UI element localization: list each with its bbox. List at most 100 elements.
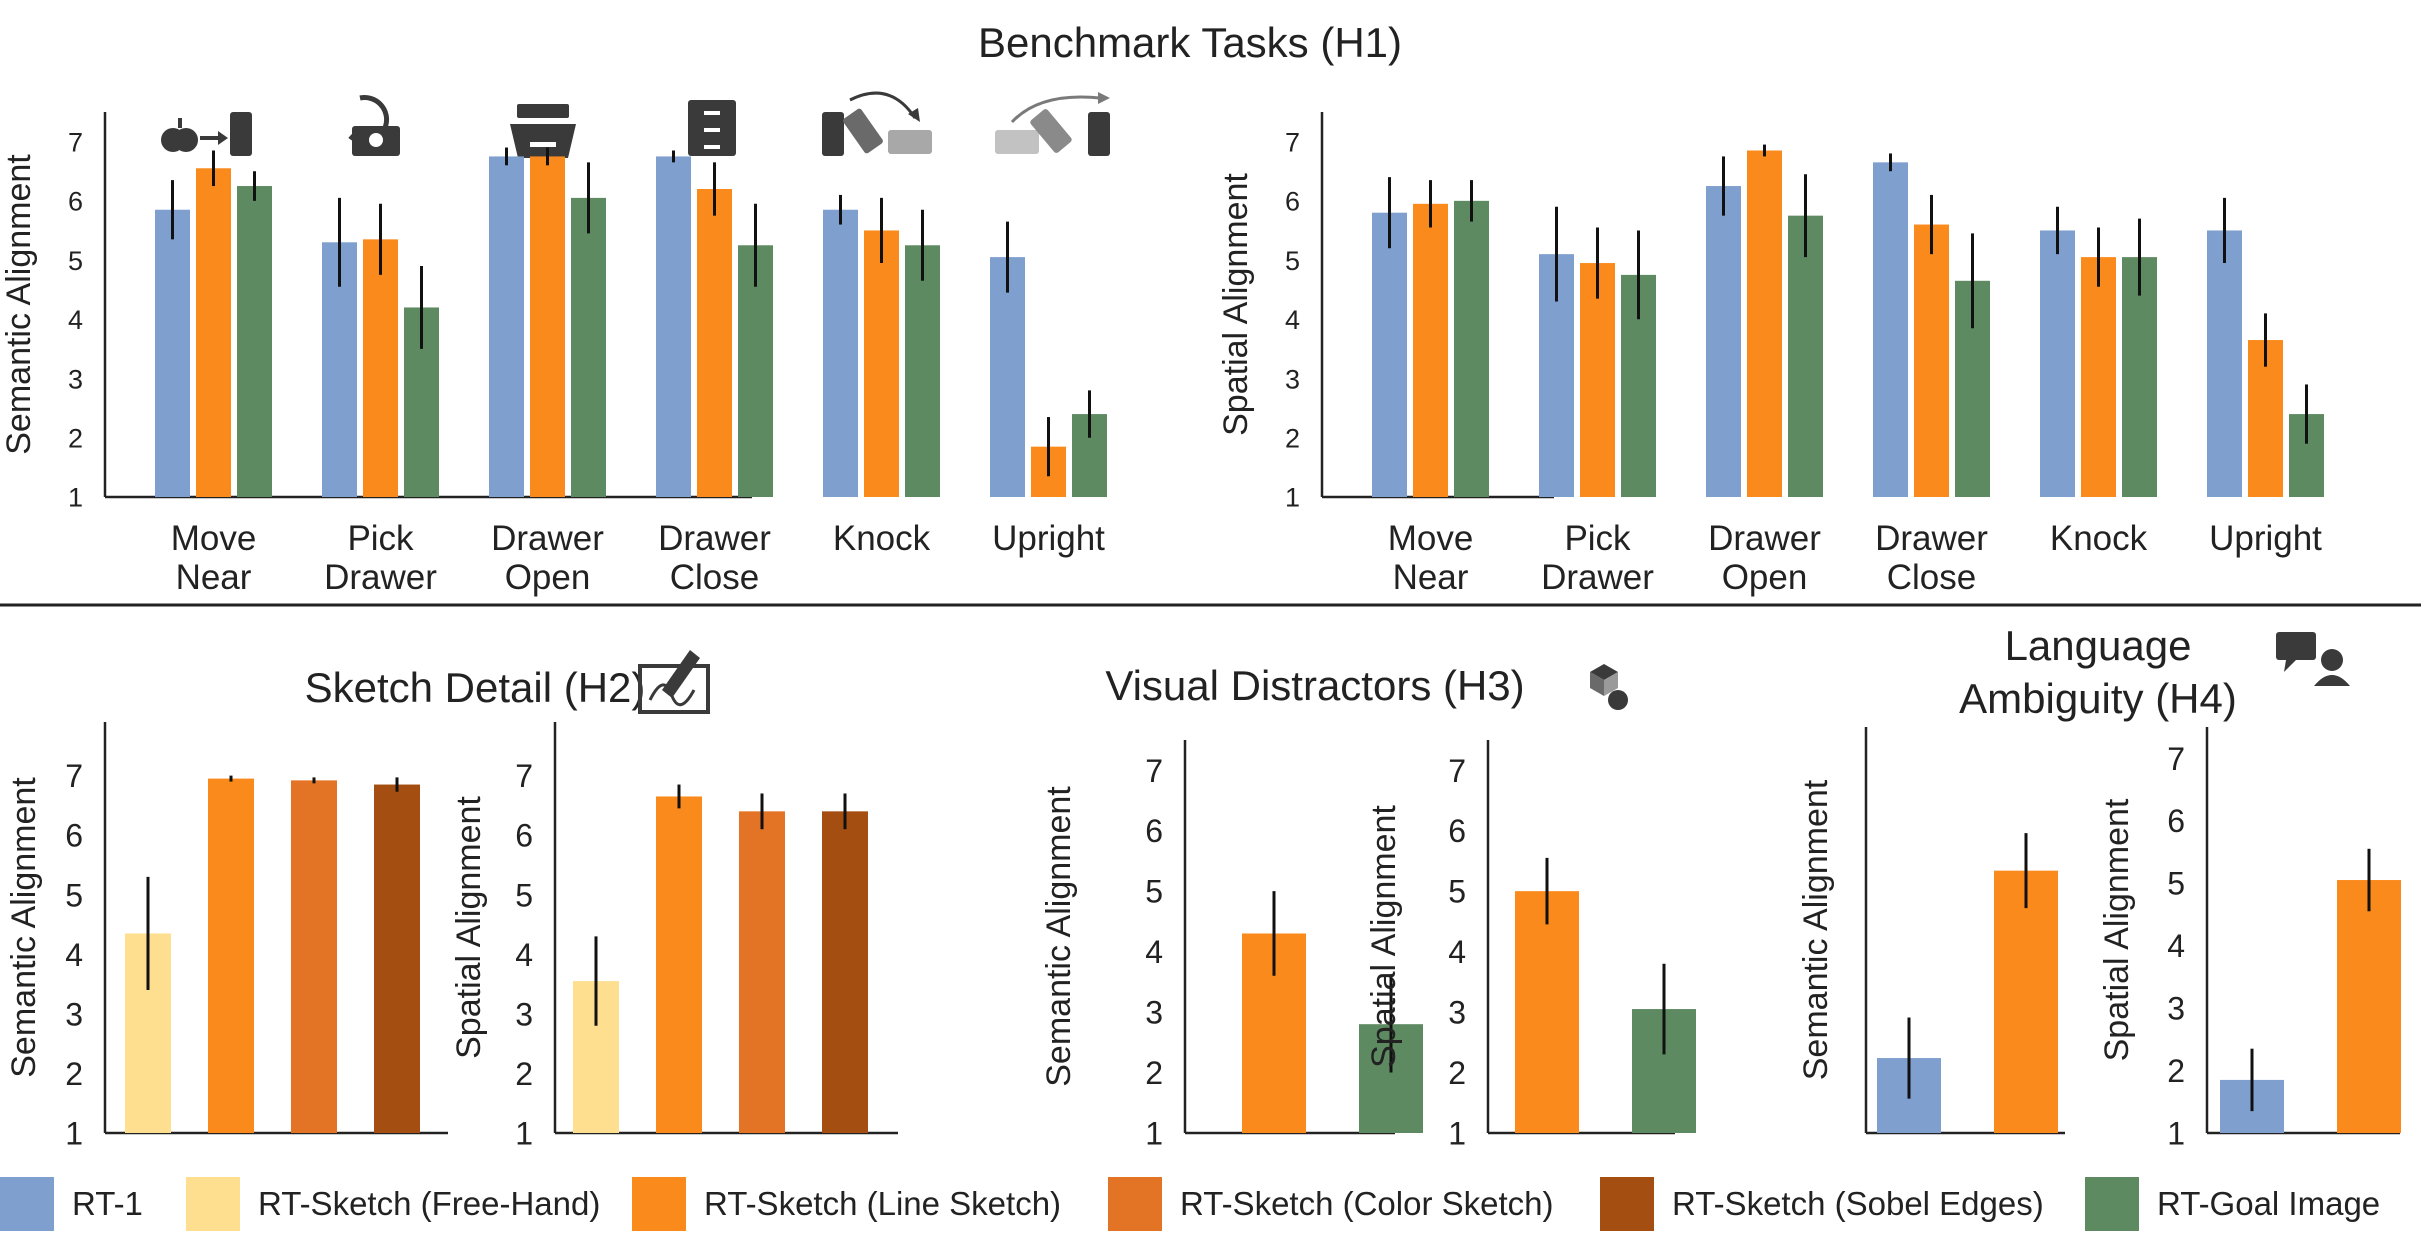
y-tick-label: 3 [1448,995,1466,1031]
y-tick-label: 3 [1145,995,1163,1031]
sketch-detail-title: Sketch Detail (H2) [305,664,646,711]
bar-goal [237,186,272,498]
y-axis-label: Semantic Alignment [0,154,38,455]
bar-rt1 [2040,230,2075,497]
language-ambiguity-title-line1: Language [2005,622,2192,669]
y-tick-label: 1 [65,1116,83,1152]
bar-rt1 [1372,212,1407,497]
legend-label-rt1: RT-1 [72,1185,143,1222]
bar-line [864,230,899,497]
bar-rt1 [990,257,1025,497]
y-tick-label: 6 [1448,813,1466,849]
bar-goal [571,197,606,497]
bar-rt1 [1706,186,1741,498]
y-tick-label: 7 [515,758,533,794]
bar-line [697,189,732,497]
y-tick-label: 2 [515,1056,533,1092]
bar-goal [738,245,773,497]
bar-rt1 [823,209,858,497]
y-tick-label: 4 [515,937,533,973]
y-tick-label: 4 [2167,928,2185,964]
apple-arrow-can-icon [161,112,252,156]
chart-h2-semantic: 1 2 3 4 5 6 7 Semantic Alignment [5,722,448,1152]
legend-label-color: RT-Sketch (Color Sketch) [1180,1185,1554,1222]
y-axis-label: Spatial Alignment [2098,798,2136,1061]
chart-h3-semantic: 1 2 3 4 5 6 7 Semantic Alignment [1040,740,1423,1152]
category-label: Drawer [1708,519,1821,558]
y-tick-label: 2 [2167,1053,2185,1089]
legend-label-goal: RT-Goal Image [2157,1185,2381,1222]
y-tick-label: 1 [515,1116,533,1152]
y-tick-label: 4 [1145,934,1163,970]
y-axis-label: Semantic Alignment [1040,786,1078,1087]
y-tick-label: 1 [1448,1116,1466,1152]
upright-can-icon [995,92,1110,156]
y-tick-label: 1 [2167,1116,2185,1152]
y-tick-label: 4 [1448,934,1466,970]
y-tick-label: 7 [65,758,83,794]
legend-item-sobel: RT-Sketch (Sobel Edges) [1600,1168,2044,1240]
bar-line [1580,263,1615,497]
legend-swatch-rt1 [0,1177,54,1231]
category-label: Pick [347,519,414,558]
category-label: Close [670,558,759,597]
closed-drawer-icon [688,100,736,156]
bar-line [1515,891,1579,1133]
y-tick-label: 2 [1285,423,1300,453]
y-tick-label: 4 [65,937,83,973]
category-label: Near [1393,558,1469,597]
y-axis-label: Semantic Alignment [5,777,43,1078]
chart-h4-semantic: Semantic Alignment [1797,727,2065,1135]
bar-rt1 [489,156,524,497]
bar-line [530,156,565,497]
knock-over-can-icon [822,91,932,156]
legend-swatch-color [1108,1177,1162,1231]
y-tick-label: 6 [515,818,533,854]
legend-item-goal: RT-Goal Image [2085,1168,2380,1240]
category-label: Open [505,558,591,597]
bar-sobel [374,784,420,1133]
drawer-pick-icon [348,95,400,156]
category-label: Pick [1564,519,1631,558]
y-tick-label: 5 [1145,874,1163,910]
bar-line [363,239,398,497]
legend-item-color: RT-Sketch (Color Sketch) [1108,1168,1554,1240]
language-ambiguity-title-line2: Ambiguity (H4) [1959,675,2237,722]
bar-line [2081,257,2116,497]
chart-h3-spatial: 1 2 3 4 5 6 7 Spatial Alignment [1365,740,1696,1152]
bar-rt1 [2207,230,2242,497]
benchmark-title: Benchmark Tasks (H1) [978,19,1402,66]
y-tick-label: 1 [1145,1116,1163,1152]
bar-color [739,811,785,1133]
bar-goal [905,245,940,497]
y-tick-label: 7 [1285,127,1300,157]
legend-swatch-goal [2085,1177,2139,1231]
y-tick-label: 5 [68,246,83,276]
bar-line [2337,880,2401,1133]
y-tick-label: 2 [1145,1055,1163,1091]
category-label: Knock [2050,519,2148,558]
legend-swatch-line [632,1177,686,1231]
bar-rt1 [155,209,190,497]
distractor-objects-icon [1590,664,1628,710]
bar-goal [2122,257,2157,497]
y-tick-label: 6 [1285,187,1300,217]
legend-swatch-sobel [1600,1177,1654,1231]
category-label: Drawer [1875,519,1988,558]
y-tick-label: 2 [1448,1055,1466,1091]
y-tick-label: 7 [68,127,83,157]
bar-line [208,778,254,1133]
category-label: Drawer [491,519,604,558]
bar-line [1413,203,1448,498]
legend-label-line: RT-Sketch (Line Sketch) [704,1185,1062,1222]
category-label: Upright [2209,519,2322,558]
speech-person-icon [2276,632,2350,686]
legend-label-sobel: RT-Sketch (Sobel Edges) [1672,1185,2044,1222]
bar-line [1914,224,1949,498]
y-tick-label: 7 [1448,753,1466,789]
y-tick-label: 1 [1285,483,1300,513]
category-label: Near [176,558,252,597]
y-tick-label: 6 [1145,813,1163,849]
